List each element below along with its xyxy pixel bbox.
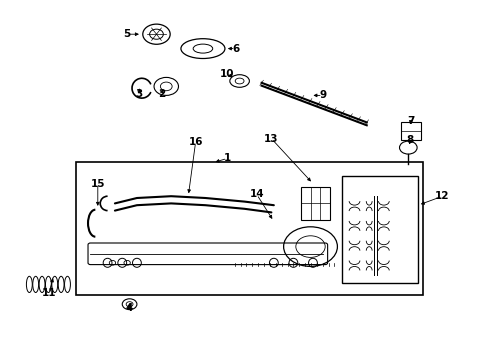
Text: 12: 12 xyxy=(434,191,449,201)
Text: 10: 10 xyxy=(220,69,234,79)
Text: 9: 9 xyxy=(319,90,325,100)
Text: 3: 3 xyxy=(136,89,142,99)
Text: 15: 15 xyxy=(90,179,105,189)
Bar xyxy=(400,122,420,140)
Text: 5: 5 xyxy=(123,29,130,39)
Text: 16: 16 xyxy=(188,137,203,147)
Text: 4: 4 xyxy=(125,303,133,313)
Text: 6: 6 xyxy=(232,44,239,54)
Bar xyxy=(300,187,329,220)
Text: 1: 1 xyxy=(224,153,230,163)
Text: 2: 2 xyxy=(158,89,164,99)
Text: 13: 13 xyxy=(264,134,278,144)
Bar xyxy=(342,176,417,283)
Bar xyxy=(76,162,422,295)
Text: 7: 7 xyxy=(406,116,414,126)
Text: 8: 8 xyxy=(406,135,412,145)
Text: 14: 14 xyxy=(249,189,264,199)
Text: 11: 11 xyxy=(41,288,56,298)
